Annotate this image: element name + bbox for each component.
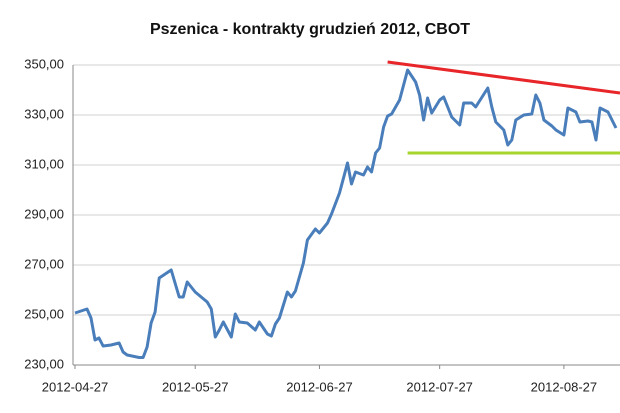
chart-title: Pszenica - kontrakty grudzień 2012, CBOT	[150, 21, 470, 38]
y-tick-label: 330,00	[24, 106, 64, 121]
y-tick-label: 270,00	[24, 256, 64, 271]
x-tick-label: 2012-05-27	[162, 379, 229, 394]
trend-line	[387, 60, 620, 95]
y-tick-label: 230,00	[24, 356, 64, 371]
x-tick-label: 2012-04-27	[42, 379, 109, 394]
x-tick-label: 2012-06-27	[286, 379, 353, 394]
y-tick-label: 310,00	[24, 156, 64, 171]
y-tick-label: 290,00	[24, 206, 64, 221]
y-tick-label: 250,00	[24, 306, 64, 321]
price-line	[74, 68, 618, 359]
y-tick-label: 350,00	[24, 56, 64, 71]
x-tick-label: 2012-08-27	[531, 379, 598, 394]
x-tick-label: 2012-07-27	[406, 379, 473, 394]
